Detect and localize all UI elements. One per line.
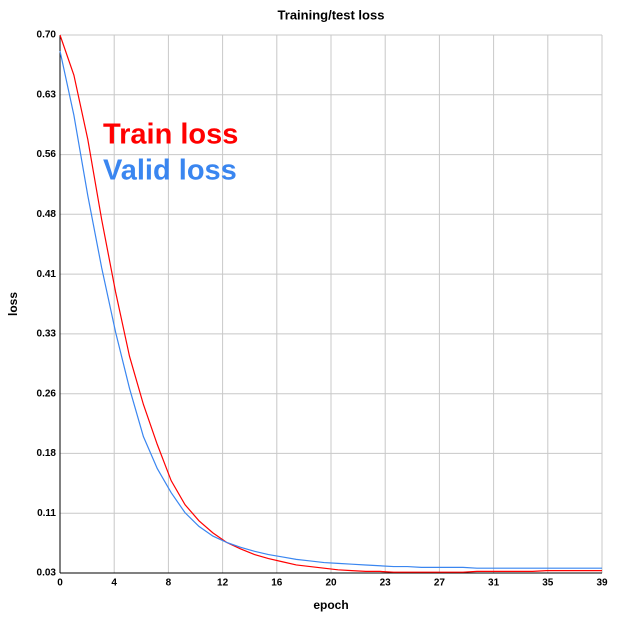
x-tick-label: 16 xyxy=(271,578,283,589)
x-tick-label: 27 xyxy=(434,578,446,589)
x-tick-label: 31 xyxy=(488,578,500,589)
y-tick-label: 0.41 xyxy=(37,269,57,280)
y-tick-label: 0.63 xyxy=(37,89,57,100)
chart-title: Training/test loss xyxy=(278,7,385,22)
line-series xyxy=(59,50,602,569)
x-tick-label: 4 xyxy=(111,578,117,589)
x-tick-label: 39 xyxy=(596,578,608,589)
y-tick-label: 0.03 xyxy=(37,568,57,579)
line-series xyxy=(59,34,602,573)
x-tick-label: 0 xyxy=(57,578,63,589)
x-tick-label: 12 xyxy=(217,578,229,589)
x-axis-label: epoch xyxy=(313,598,348,612)
y-tick-label: 0.70 xyxy=(37,30,57,41)
y-tick-label: 0.33 xyxy=(37,329,57,340)
y-tick-label: 0.56 xyxy=(37,149,57,160)
x-tick-label: 23 xyxy=(380,578,392,589)
legend-entry: Train loss xyxy=(103,119,238,151)
x-tick-label: 35 xyxy=(542,578,554,589)
legend-entry: Valid loss xyxy=(103,155,237,187)
y-tick-label: 0.11 xyxy=(37,508,56,519)
y-tick-label: 0.26 xyxy=(37,388,57,399)
y-tick-label: 0.48 xyxy=(37,209,57,220)
y-tick-label: 0.18 xyxy=(37,448,57,459)
x-tick-label: 8 xyxy=(166,578,172,589)
y-axis-label: loss xyxy=(6,292,20,316)
x-tick-label: 20 xyxy=(325,578,337,589)
